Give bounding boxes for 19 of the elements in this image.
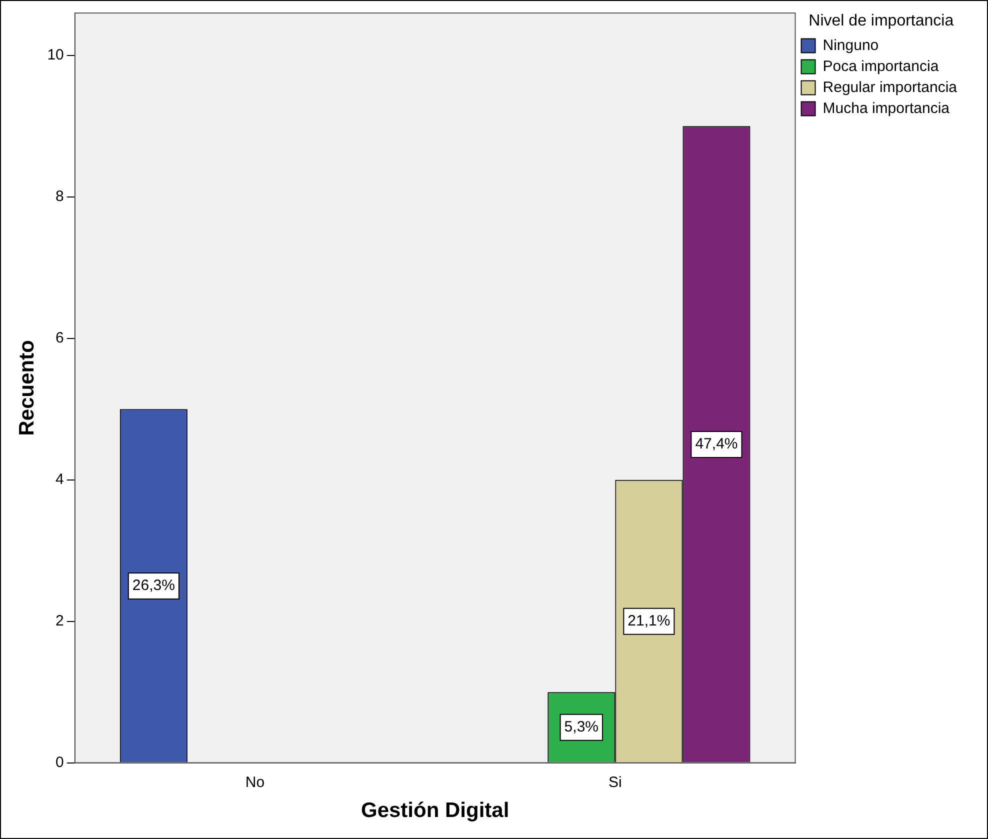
y-tick-label: 0 [56,754,64,771]
y-tick-label: 8 [56,188,64,206]
legend-label: Mucha importancia [822,100,950,117]
legend-label: Regular importancia [822,78,958,96]
y-tick-label: 6 [56,330,64,347]
y-tick-label: 2 [56,612,64,630]
legend-label: Ninguno [822,36,879,54]
annotation: 5,3% [564,718,599,736]
annotation: 26,3% [132,577,175,594]
x-tick-label: No [245,774,265,791]
y-tick-label: 4 [56,470,64,488]
annotation: 47,4% [695,436,738,453]
legend-label: Poca importancia [822,58,940,75]
x-axis-title: Gestión Digital [360,799,510,822]
y-axis-title: Recuento [15,340,38,436]
legend-title: Nivel de importancia [808,12,954,30]
x-tick-label: Si [608,774,622,791]
y-tick-label: 10 [47,46,64,64]
annotation: 21,1% [628,612,670,630]
